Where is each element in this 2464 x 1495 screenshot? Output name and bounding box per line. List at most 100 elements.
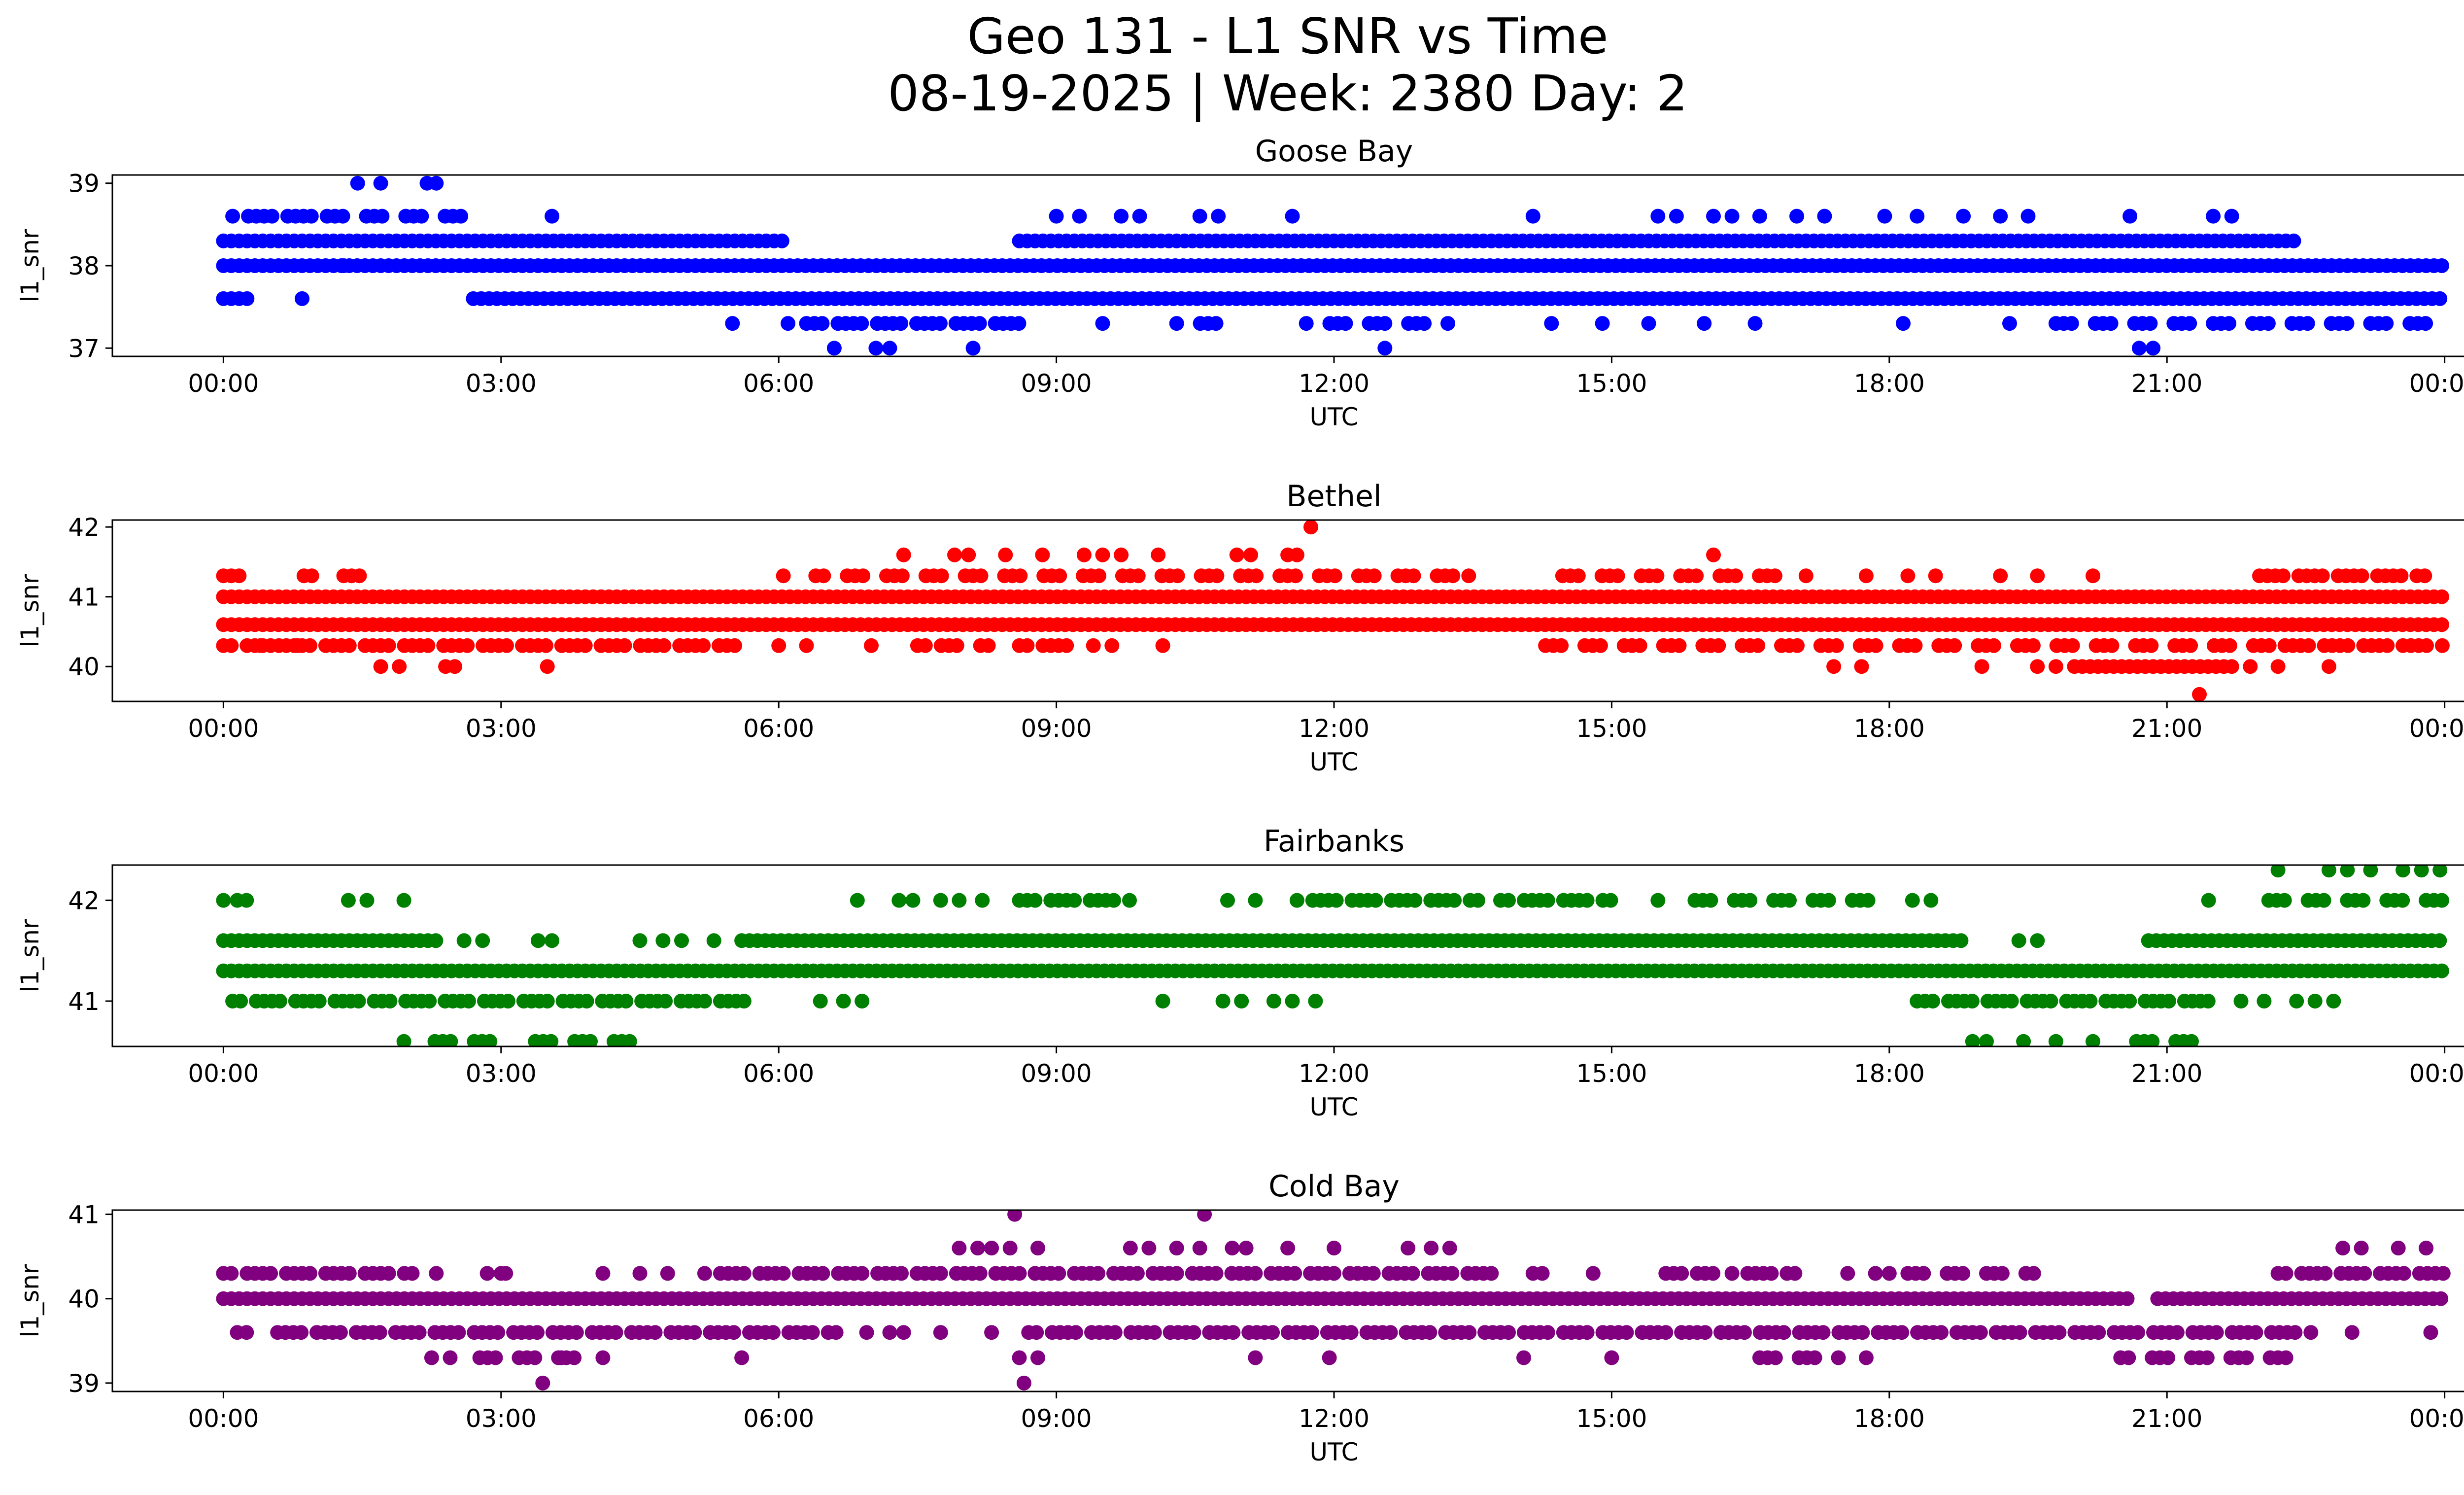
data-point <box>1858 568 1874 584</box>
data-point <box>1994 1266 2010 1281</box>
subplot-title: Bethel <box>1286 479 1381 514</box>
data-point <box>1447 893 1462 908</box>
data-point <box>2423 1325 2438 1340</box>
data-point <box>1986 638 2001 653</box>
data-point <box>2121 1350 2136 1365</box>
data-point <box>1641 316 1656 331</box>
data-point <box>1215 994 1231 1008</box>
data-point <box>1130 568 1146 584</box>
data-point <box>2004 994 2019 1008</box>
data-point <box>375 209 390 224</box>
data-point <box>460 638 475 653</box>
data-point <box>1303 520 1318 535</box>
data-point <box>1934 1325 1949 1340</box>
data-point <box>1209 568 1225 584</box>
data-point <box>2030 568 2045 584</box>
data-point <box>443 1350 458 1365</box>
x-tick-label: 00:00 <box>188 714 259 743</box>
data-point <box>2307 994 2323 1008</box>
data-point <box>1724 1266 1740 1281</box>
data-point <box>2434 893 2449 908</box>
data-point <box>1807 1350 1822 1365</box>
data-point <box>2321 659 2336 674</box>
data-point <box>295 291 309 306</box>
data-point <box>1049 209 1064 224</box>
x-axis-label: UTC <box>1309 1438 1358 1466</box>
data-point <box>2356 893 2371 908</box>
figure-title-line2: 08-19-2025 | Week: 2380 Day: 2 <box>888 65 1688 122</box>
data-point <box>2026 1266 2041 1281</box>
axes-frame <box>111 864 2464 1047</box>
data-point <box>2122 209 2138 224</box>
data-point <box>1285 994 1300 1008</box>
data-point <box>1016 1375 1031 1391</box>
data-point <box>429 1266 444 1281</box>
data-point <box>1129 1266 1145 1281</box>
data-point <box>893 316 909 331</box>
x-tick-label: 06:00 <box>743 1404 814 1433</box>
data-point <box>475 933 490 948</box>
data-point <box>253 638 268 653</box>
data-point <box>2316 893 2331 908</box>
data-point <box>396 1034 411 1046</box>
data-point <box>1579 1325 1595 1340</box>
data-point <box>303 638 317 653</box>
data-point <box>527 1350 543 1365</box>
data-point <box>1928 568 1943 584</box>
x-axis-label: UTC <box>1309 748 1358 776</box>
data-point <box>1896 316 1911 331</box>
data-point <box>2432 291 2448 306</box>
data-point <box>674 933 689 948</box>
data-point <box>569 1325 584 1340</box>
data-point <box>2396 865 2411 878</box>
data-point <box>333 1325 348 1340</box>
data-point <box>947 547 962 562</box>
data-point <box>335 209 350 224</box>
data-point <box>736 994 752 1008</box>
data-point <box>799 638 814 653</box>
x-tick-label: 12:00 <box>1299 369 1369 398</box>
data-point <box>734 1350 750 1365</box>
data-point <box>1831 1350 1846 1365</box>
data-point <box>1122 893 1137 908</box>
data-point <box>2182 316 2197 331</box>
data-point <box>1248 1266 1263 1281</box>
data-point <box>1860 893 1876 908</box>
data-point <box>894 1266 909 1281</box>
data-point <box>1776 1325 1791 1340</box>
data-point <box>2199 1350 2215 1365</box>
data-point <box>2206 209 2221 224</box>
data-point <box>381 638 396 653</box>
data-point <box>1724 209 1740 224</box>
data-point <box>2434 258 2449 273</box>
data-point <box>2011 933 2026 948</box>
x-tick-label: 18:00 <box>1854 714 1925 743</box>
subplot-fairbanks: Fairbanks 00:00 03:00 06:00 09:00 12:00 15:00 1… <box>16 824 2464 1121</box>
data-point <box>618 994 634 1008</box>
x-tick-label: 00:00 <box>188 369 259 398</box>
data-point <box>1540 1325 1555 1340</box>
y-tick-label: 37 <box>68 334 100 363</box>
data-point <box>392 659 407 674</box>
y-tick-label: 40 <box>68 1285 100 1314</box>
data-point <box>567 1350 582 1365</box>
data-point <box>1905 893 1920 908</box>
data-point <box>1123 1241 1138 1255</box>
data-point <box>232 568 247 584</box>
data-point <box>2091 1325 2106 1340</box>
data-point <box>2200 994 2216 1008</box>
data-point <box>342 638 357 653</box>
data-point <box>545 209 560 224</box>
data-point <box>2270 659 2286 674</box>
data-point <box>973 568 989 584</box>
data-point <box>2418 316 2433 331</box>
data-point <box>2224 209 2239 224</box>
data-point <box>1632 638 1647 653</box>
x-axis-label: UTC <box>1309 1093 1358 1121</box>
data-points <box>216 865 2449 1046</box>
x-tick-label: 12:00 <box>1299 714 1369 743</box>
data-point <box>836 994 851 1008</box>
data-point <box>2391 1241 2406 1255</box>
data-point <box>1697 316 1712 331</box>
data-point <box>224 638 239 653</box>
